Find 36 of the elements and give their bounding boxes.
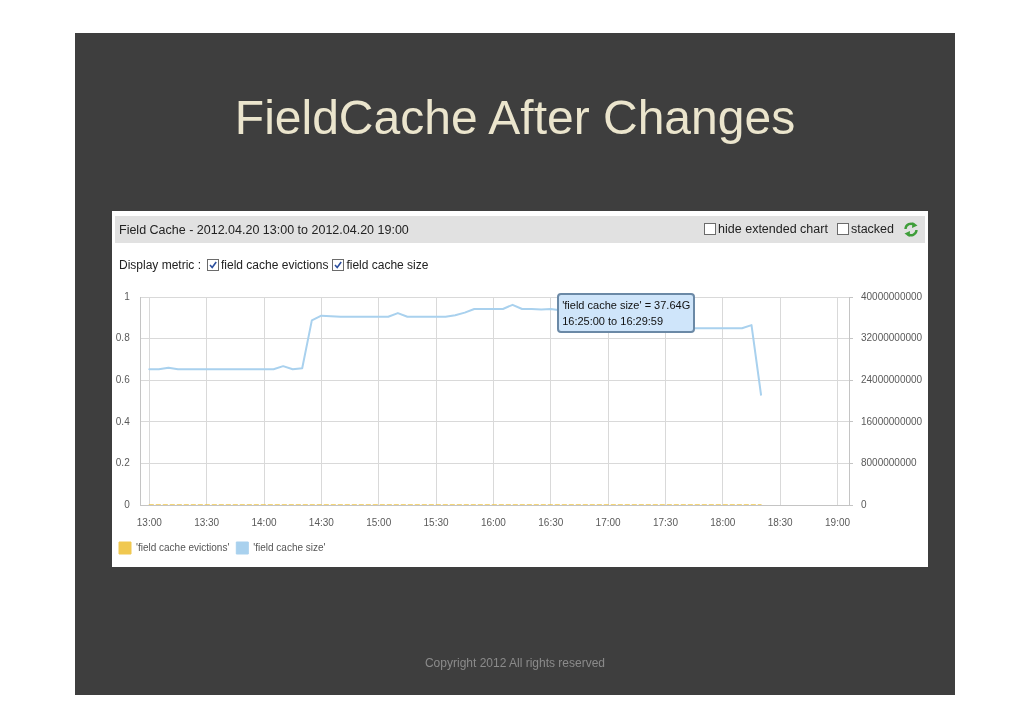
x-tick-label: 16:30 [538,516,564,528]
y-tick-label: 0.6 [115,373,131,385]
y2-tick-label: 32000000000 [861,332,923,344]
y-tick-label: 0.2 [115,457,131,469]
text: stacked [850,222,894,236]
text: field cache evictions [221,258,329,272]
annotation: 'field cache size' = 37.64G 16:25:00 to 16:29:59 [562,299,691,327]
y2-tick-label: 16000000000 [861,415,923,427]
text: Copyright 2012 All rights reserved [424,656,606,670]
x-tick-label: 13:00 [136,516,163,528]
chart-subtitle: Field Cache - 2012.04.20 13:00 to 2012.04.20 19:00 [119,223,409,237]
legend-label: 'field cache size' [253,541,326,553]
y2-tick-label: 8000000000 [861,457,918,469]
x-tick-label: 15:30 [423,516,450,528]
x-tick-label: 14:00 [251,516,277,528]
x-tick-label: 17:30 [652,516,679,528]
legend-label: 'field cache evictions' [136,541,230,553]
x-tick-label: 19:00 [825,516,851,528]
x-tick-label: 14:30 [308,516,335,528]
y2-tick-label: 0 [861,498,867,510]
y2-tick-label: 40000000000 [861,290,923,302]
y-tick-label: 0.8 [115,332,131,344]
y-tick-label: 0 [124,498,131,510]
x-tick-label: 13:30 [194,516,220,528]
y-tick-label: 1 [124,290,131,302]
x-tick-label: 18:00 [710,516,736,528]
text: field cache size [346,258,429,272]
text: hide extended chart [718,222,828,236]
x-tick-label: 15:00 [366,516,392,528]
text: Display metric : [119,258,202,272]
x-tick-label: 17:00 [595,516,622,528]
y-tick-label: 0.4 [115,415,131,427]
x-tick-label: 16:00 [480,516,507,528]
chart-title: FieldCache After Changes [234,91,796,144]
y2-tick-label: 24000000000 [861,373,923,385]
x-tick-label: 18:30 [767,516,794,528]
